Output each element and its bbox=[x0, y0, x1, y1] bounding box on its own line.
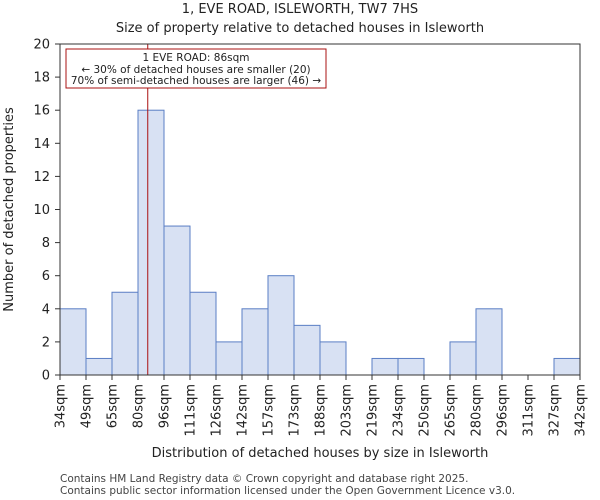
bar-80sqm bbox=[137, 109, 165, 376]
x-tick-label: 34sqm bbox=[54, 384, 69, 428]
annotation-line-2: ← 30% of detached houses are smaller (20… bbox=[81, 64, 310, 76]
bar-327sqm bbox=[553, 357, 581, 376]
bar-157sqm bbox=[267, 275, 295, 376]
x-tick-label: 142sqm bbox=[236, 384, 251, 437]
y-tick-label: 18 bbox=[33, 71, 50, 86]
y-tick-label: 8 bbox=[42, 236, 50, 251]
x-tick-label: 96sqm bbox=[158, 384, 173, 428]
chart-title: 1, EVE ROAD, ISLEWORTH, TW7 7HS bbox=[182, 2, 418, 17]
y-tick-label: 14 bbox=[33, 137, 50, 152]
bar-219sqm bbox=[371, 357, 399, 376]
x-axis: 34sqm 49sqm 65sqm 80sqm 96sqm 111sqm 126sqm 142… bbox=[54, 375, 589, 437]
y-tick-label: 20 bbox=[33, 38, 50, 53]
bar-280sqm bbox=[475, 308, 503, 376]
chart-subtitle: Size of property relative to detached ho… bbox=[116, 21, 484, 36]
annotation-line-3: 70% of semi-detached houses are larger (… bbox=[71, 75, 322, 87]
y-tick-label: 12 bbox=[33, 170, 50, 185]
x-tick-label: 111sqm bbox=[184, 384, 199, 437]
bar-234sqm bbox=[397, 357, 425, 376]
annotation-line-1: 1 EVE ROAD: 86sqm bbox=[142, 52, 249, 64]
x-tick-label: 49sqm bbox=[80, 384, 95, 428]
x-tick-label: 203sqm bbox=[340, 384, 355, 437]
x-tick-label: 342sqm bbox=[574, 384, 589, 437]
y-axis-label: Number of detached properties bbox=[2, 107, 17, 312]
x-tick-label: 265sqm bbox=[444, 384, 459, 437]
y-tick-label: 16 bbox=[33, 104, 50, 119]
footer-line-1: Contains HM Land Registry data © Crown c… bbox=[60, 473, 468, 485]
x-tick-label: 80sqm bbox=[132, 384, 147, 428]
x-axis-label: Distribution of detached houses by size … bbox=[152, 446, 489, 461]
footer-line-2: Contains public sector information licen… bbox=[60, 485, 515, 497]
x-tick-label: 311sqm bbox=[522, 384, 537, 437]
annotation-box: 1 EVE ROAD: 86sqm ← 30% of detached hous… bbox=[65, 48, 327, 89]
bar-188sqm bbox=[319, 341, 347, 376]
y-tick-label: 4 bbox=[42, 302, 50, 317]
bar-34sqm bbox=[59, 308, 87, 376]
y-tick-label: 2 bbox=[42, 335, 50, 350]
x-tick-label: 250sqm bbox=[418, 384, 433, 437]
annotation-frame bbox=[65, 48, 327, 89]
x-tick-label: 65sqm bbox=[106, 384, 121, 428]
x-tick-label: 157sqm bbox=[262, 384, 277, 437]
y-tick-label: 6 bbox=[42, 269, 50, 284]
bar-49sqm bbox=[85, 357, 113, 376]
x-tick-label: 234sqm bbox=[392, 384, 407, 437]
x-tick-label: 126sqm bbox=[210, 384, 225, 437]
x-tick-label: 173sqm bbox=[288, 384, 303, 437]
bar-265sqm bbox=[449, 341, 477, 376]
x-tick-label: 296sqm bbox=[496, 384, 511, 437]
x-tick-label: 219sqm bbox=[366, 384, 381, 437]
x-tick-label: 188sqm bbox=[314, 384, 329, 437]
y-tick-label: 0 bbox=[42, 369, 50, 384]
y-axis: 0 2 4 6 8 10 12 14 16 18 20 bbox=[33, 38, 60, 384]
bar-126sqm bbox=[215, 341, 243, 376]
x-tick-label: 280sqm bbox=[470, 384, 485, 437]
bar-142sqm bbox=[241, 308, 269, 376]
y-tick-label: 10 bbox=[33, 203, 50, 218]
bar-173sqm bbox=[293, 324, 321, 376]
bar-96sqm bbox=[163, 225, 191, 376]
x-tick-label: 327sqm bbox=[548, 384, 563, 437]
bar-65sqm bbox=[111, 291, 139, 376]
bars-group bbox=[59, 109, 581, 376]
bar-111sqm bbox=[189, 291, 217, 376]
